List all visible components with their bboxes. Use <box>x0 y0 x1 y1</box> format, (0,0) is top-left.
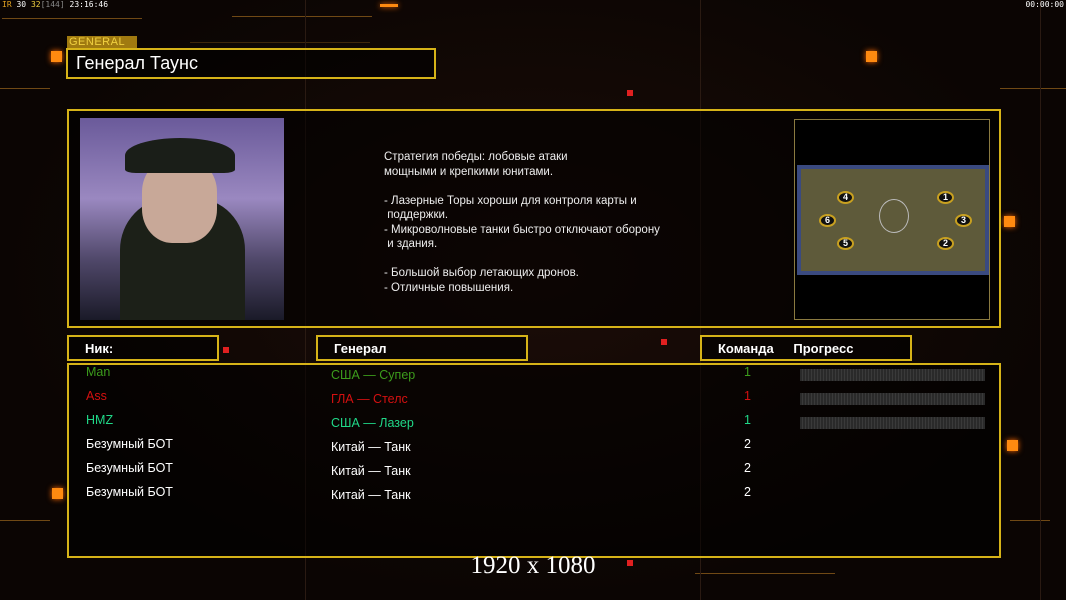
map-image: 4 1 6 3 5 2 <box>797 165 989 275</box>
player-nick: Man <box>86 365 111 379</box>
player-team: 1 <box>744 413 751 427</box>
start-position[interactable]: 2 <box>937 237 954 250</box>
player-team: 2 <box>744 437 751 451</box>
decor-line <box>190 42 370 43</box>
column-header-general: Генерал <box>316 335 528 361</box>
decor-line <box>232 16 372 17</box>
player-row[interactable]: Безумный БОТ Китай — Танк 2 <box>0 485 1066 505</box>
player-nick: Безумный БОТ <box>86 485 173 499</box>
hud-timer: 00:00:00 <box>1025 0 1064 9</box>
hud-clock: 23:16:46 <box>69 0 109 9</box>
start-position[interactable]: 3 <box>955 214 972 227</box>
decor-square <box>627 560 633 566</box>
player-general: ГЛА — Стелс <box>331 392 408 406</box>
decor-square <box>1007 440 1018 451</box>
decor-square <box>866 51 877 62</box>
decor-square <box>661 339 667 345</box>
decor-square <box>223 347 229 353</box>
progress-bar <box>800 369 985 381</box>
player-general: Китай — Танк <box>331 464 411 478</box>
decor-line <box>1010 520 1050 521</box>
player-row[interactable]: Man США — Супер 1 <box>0 365 1066 385</box>
decor-line <box>695 573 835 574</box>
player-team: 1 <box>744 389 751 403</box>
column-header-nick: Ник: <box>67 335 219 361</box>
player-row[interactable]: Ass ГЛА — Стелс 1 <box>0 389 1066 409</box>
general-portrait <box>80 118 284 320</box>
map-preview[interactable]: 4 1 6 3 5 2 <box>794 119 990 320</box>
player-nick: Безумный БОТ <box>86 437 173 451</box>
general-description: Стратегия победы: лобовые атаки мощными … <box>384 151 660 294</box>
player-general: Китай — Танк <box>331 440 411 454</box>
decor-line <box>2 18 142 19</box>
player-general: Китай — Танк <box>331 488 411 502</box>
decor-square <box>52 488 63 499</box>
start-position[interactable]: 1 <box>937 191 954 204</box>
column-header-progress: Прогресс <box>793 341 854 356</box>
general-title: Генерал Таунс <box>66 48 436 79</box>
progress-bar <box>800 393 985 405</box>
player-team: 2 <box>744 461 751 475</box>
resolution-label: 1920 x 1080 <box>470 552 596 579</box>
player-team: 1 <box>744 365 751 379</box>
hud-stats: IR 30 32[144] 23:16:46 <box>2 0 108 9</box>
decor-square <box>627 90 633 96</box>
decor-line <box>1000 88 1066 89</box>
decor-square <box>51 51 62 62</box>
decor-line <box>0 88 50 89</box>
player-general: США — Супер <box>331 368 416 382</box>
start-position[interactable]: 6 <box>819 214 836 227</box>
decor-square <box>380 4 398 7</box>
player-nick: Безумный БОТ <box>86 461 173 475</box>
column-header-team: Команда <box>718 341 774 356</box>
decor-line <box>1040 0 1041 600</box>
player-row[interactable]: Безумный БОТ Китай — Танк 2 <box>0 437 1066 457</box>
decor-line <box>0 520 50 521</box>
player-row[interactable]: Безумный БОТ Китай — Танк 2 <box>0 461 1066 481</box>
section-tag: GENERAL <box>67 36 137 48</box>
hud-prefix: IR <box>2 0 12 9</box>
player-row[interactable]: HMZ США — Лазер 1 <box>0 413 1066 433</box>
progress-bar <box>800 417 985 429</box>
hud-value: 32 <box>30 0 41 9</box>
hud-value: 30 <box>16 0 27 9</box>
player-team: 2 <box>744 485 751 499</box>
hud-value: [144] <box>40 0 65 9</box>
decor-square <box>1004 216 1015 227</box>
column-header-team-progress: Команда Прогресс <box>700 335 912 361</box>
player-nick: Ass <box>86 389 107 403</box>
player-general: США — Лазер <box>331 416 414 430</box>
start-position[interactable]: 4 <box>837 191 854 204</box>
player-nick: HMZ <box>86 413 114 427</box>
start-position[interactable]: 5 <box>837 237 854 250</box>
